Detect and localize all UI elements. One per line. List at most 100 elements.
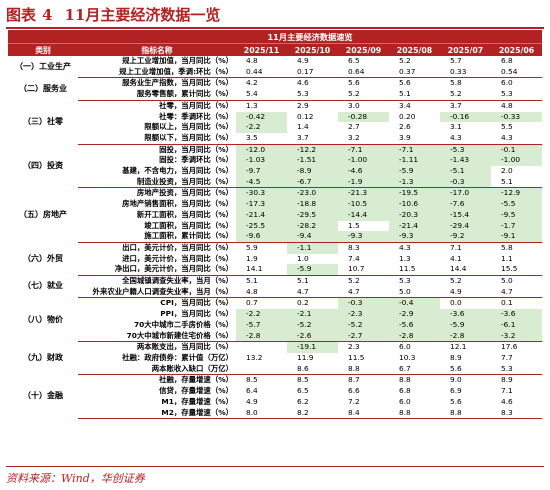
value-cell: 6.8 [399, 386, 411, 396]
value-cell: 10.3 [399, 352, 416, 362]
table-row: （七）就业 全国城镇调查失业率，当月（%） 5.1 5.1 5.2 5.3 5.2 5.0 [8, 276, 542, 290]
value-cell: 4.7 [338, 286, 389, 299]
value-cell: 1.4 [297, 122, 309, 132]
table-row: （十）金融 社融，存量增速（%） 8.5 8.5 8.7 8.8 9.0 8.9 [8, 375, 542, 400]
value-cell: 5.9 [246, 242, 258, 252]
value-cell: -10.5 [338, 199, 389, 210]
value-cell: 8.7 [348, 375, 360, 385]
value-cell: 1.0 [297, 253, 309, 263]
value-cell: -6.1 [491, 319, 543, 331]
value-cell: -9.6 [236, 231, 287, 243]
indicator-name: 社零，当月同比（%） [159, 100, 233, 110]
table-row: M1，存量增速（%） 4.9 6.2 7.2 6.0 5.6 4.6 [8, 397, 542, 408]
value-cell: 4.7 [287, 286, 338, 299]
value-cell: -5.1 [440, 166, 491, 177]
value-cell: 8.2 [287, 407, 338, 420]
value-cell [236, 363, 287, 376]
value-cell: 3.1 [450, 122, 462, 132]
column-header: 2025/09 [338, 43, 389, 56]
value-cell: 1.3 [246, 100, 258, 110]
value-cell: 5.2 [440, 89, 491, 101]
value-cell: 5.6 [348, 78, 360, 88]
value-cell: 0.2 [297, 298, 309, 308]
column-header: 2025/10 [287, 43, 338, 56]
column-header: 类别 [8, 43, 78, 56]
indicator-name: M2，存量增速（%） [78, 407, 236, 420]
value-cell: 4.8 [236, 286, 287, 299]
table-row: 外来农业户籍人口调查失业率，当月（%） 4.8 4.7 4.7 5.0 4.9 4.7 [8, 286, 543, 299]
indicator-name: 服务零售额，累计同比（%） [78, 89, 236, 101]
value-cell: 11.5 [348, 352, 365, 362]
table-row: 70大中城市二手房价格（%） -5.7 -5.2 -5.2 -5.6 -5.9 -6.1 [8, 319, 543, 331]
category-cell: （六）外贸 [23, 253, 63, 263]
value-cell: 6.4 [246, 386, 258, 396]
indicator-name: 70大中城市新建住宅价格（%） [78, 330, 236, 343]
value-cell: -3.6 [491, 309, 543, 320]
value-cell: 5.2 [338, 89, 389, 101]
value-cell: 2.7 [348, 122, 360, 132]
table-row: 竣工面积，当月同比（%） -25.5 -28.2 1.5 -21.4 -29.4 -1.7 [8, 220, 543, 232]
table-row: M2，存量增速（%） 8.0 8.2 8.4 8.8 8.8 8.3 [8, 407, 543, 420]
value-cell: -1.3 [389, 176, 440, 189]
indicator-name: 信贷，存量增速（%） [159, 386, 233, 396]
value-cell: -21.4 [236, 209, 287, 221]
value-cell: 17.6 [501, 342, 518, 352]
value-cell: -17.0 [440, 187, 491, 200]
value-cell: 5.0 [389, 286, 440, 299]
value-cell: 5.1 [491, 176, 543, 189]
column-header: 2025/07 [440, 43, 491, 56]
value-cell: -1.43 [440, 155, 491, 167]
indicator-name: PPI，当月同比（%） [160, 309, 233, 319]
figure-label: 图表 [6, 6, 37, 24]
table-row: 制造业投资，当月同比（%） -4.5 -6.7 -1.9 -1.3 -0.3 5.1 [8, 176, 543, 189]
value-cell: -5.9 [440, 319, 491, 331]
value-cell: 9.0 [450, 375, 462, 385]
table-row: （九）财政 两本账支出，当月同比（%） -19.1 2.3 6.0 12.1 17.6 [8, 341, 542, 362]
value-cell: 5.2 [399, 56, 411, 65]
value-cell: 6.2 [297, 396, 309, 406]
value-cell: -2.3 [338, 309, 389, 320]
value-cell: -9.2 [440, 231, 491, 243]
value-cell: -5.2 [338, 319, 389, 331]
value-cell: -9.5 [491, 209, 543, 221]
value-cell: 8.8 [389, 407, 440, 420]
column-header: 指标名称 [78, 43, 236, 56]
column-header: 2025/08 [389, 43, 440, 56]
value-cell: 6.0 [501, 78, 513, 88]
value-cell: 3.4 [399, 100, 411, 110]
value-cell: 2.9 [297, 100, 309, 110]
table-row: 规上工业增加值，季调:环比（%） 0.44 0.17 0.64 0.37 0.33 0.54 [8, 66, 543, 79]
value-cell: -0.3 [440, 176, 491, 189]
value-cell: 2.6 [399, 122, 411, 132]
value-cell: 5.8 [450, 78, 462, 88]
table-row: 70大中城市新建住宅价格（%） -2.8 -2.6 -2.7 -2.8 -2.8 -3.2 [8, 330, 543, 343]
value-cell: 8.9 [501, 375, 513, 385]
value-cell: -20.3 [389, 209, 440, 221]
value-cell: 3.7 [450, 100, 462, 110]
value-cell: -21.4 [389, 220, 440, 232]
indicator-name: 社零：季调环比（%） [159, 111, 233, 121]
value-cell: -0.16 [440, 111, 491, 123]
indicator-name: 全国城镇调查失业率，当月（%） [122, 276, 233, 286]
value-cell: 14.4 [440, 264, 491, 277]
indicator-name: 房地产投资，当月同比（%） [136, 188, 233, 198]
value-cell: -1.00 [491, 155, 543, 167]
value-cell: 5.5 [501, 122, 513, 132]
value-cell: 5.6 [399, 78, 411, 88]
indicator-name: 房地产销售面积，当月同比（%） [122, 199, 233, 209]
value-cell: -15.4 [440, 209, 491, 221]
value-cell: 8.8 [399, 375, 411, 385]
value-cell: -12.9 [491, 187, 543, 200]
indicator-name: M1，存量增速（%） [161, 396, 233, 406]
column-header: 2025/11 [236, 43, 287, 56]
value-cell: 6.7 [389, 363, 440, 376]
value-cell: -5.7 [236, 319, 287, 331]
value-cell: 6.9 [450, 386, 462, 396]
value-cell: 5.3 [491, 363, 543, 376]
value-cell: 4.6 [297, 78, 309, 88]
value-cell: -9.3 [338, 231, 389, 243]
value-cell: 5.1 [297, 276, 309, 286]
category-cell: （五）房地产 [19, 209, 67, 219]
value-cell: 6.5 [348, 56, 360, 65]
value-cell: 5.2 [450, 276, 462, 286]
